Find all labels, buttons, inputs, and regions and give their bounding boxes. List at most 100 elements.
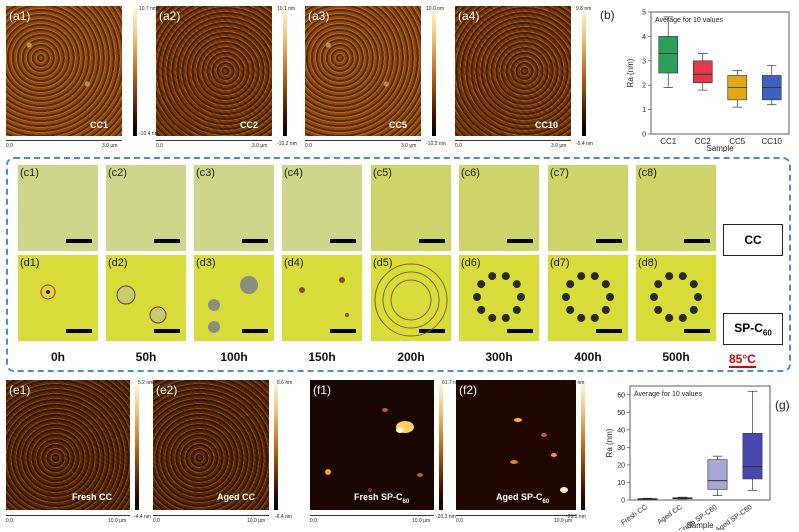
panel-label: (e2) [156, 383, 178, 397]
panel-label: (a4) [458, 9, 480, 23]
y-tick-label: 0 [621, 498, 625, 505]
defect [374, 263, 448, 337]
plot-frame [629, 385, 771, 501]
time-label: 200h [397, 350, 425, 364]
optical-image-c6: (c6) [459, 165, 539, 251]
panel-label: (f1) [313, 383, 331, 397]
panel-label-b: (b) [600, 8, 615, 22]
chart-title: Average for 10 values [655, 17, 723, 24]
defect [477, 280, 486, 289]
panel-label: (f2) [459, 383, 477, 397]
scale-bar [330, 239, 356, 243]
x-tick-label: Fresh CC [620, 504, 649, 527]
defect [512, 280, 521, 289]
optical-image-d6: (d6) [459, 255, 539, 341]
y-axis-label: Ra (nm) [605, 428, 614, 457]
x-axis [6, 140, 122, 141]
scale-bar [242, 239, 268, 243]
cc-tag: CC [723, 224, 783, 256]
scale-bar [507, 239, 533, 243]
optical-label-c: (c6) [461, 167, 480, 179]
optical-label-d: (d4) [284, 257, 304, 269]
chart-b: (b) Average for 10 values 0 1 2 3 4 5 CC1 CC2 CC5… [598, 4, 793, 152]
x-axis-label: Sample [706, 144, 734, 152]
y-tick-label: 20 [617, 462, 625, 469]
x-axis [153, 515, 269, 516]
panel-label: (a2) [159, 9, 181, 23]
x-tick-end: 3.0 μm [102, 143, 118, 149]
sample-label: CC2 [240, 120, 259, 130]
time-label: 300h [485, 350, 513, 364]
afm-image-cc10 [455, 6, 571, 136]
scale-bar [242, 329, 268, 333]
afm-image-cc1 [6, 6, 122, 136]
box-3 [742, 433, 763, 480]
afm-image-cc5 [305, 6, 421, 136]
x-tick-start: 0.0 [305, 143, 312, 149]
optical-label-d: (d3) [196, 257, 216, 269]
optical-image-c5: (c5) [371, 165, 451, 251]
optical-image-c7: (c7) [548, 165, 628, 251]
defect [678, 272, 687, 281]
sample-label-main: Aged SP-C [496, 492, 543, 502]
panel-label: (e1) [9, 383, 31, 397]
scale-bar [154, 239, 180, 243]
afm-panel-a2: (a2) CC2 10.1 nm -10.2 nm 0.0 3.0 μm [156, 6, 297, 150]
chart-g-svg: Average for 10 values 0 10 20 30 40 50 60 Fresh … [605, 385, 771, 530]
optical-image-d7: (d7) [548, 255, 628, 341]
x-axis [6, 515, 130, 516]
colorbar [133, 6, 137, 136]
x-tick-label: CC10 [762, 137, 783, 146]
optical-image-d1: (d1) [18, 255, 98, 341]
y-tick-label: 40 [617, 427, 625, 434]
time-label: 0h [50, 350, 65, 364]
chart-b-svg: Average for 10 values 0 1 2 3 4 5 CC1 CC2 CC5 CC10… [626, 10, 790, 152]
defect-features [40, 284, 56, 300]
defect [577, 313, 586, 322]
colorbar-max: 8.6 nm [277, 380, 293, 386]
colorbar-max: 10.1 nm [277, 6, 296, 12]
x-tick-end: 10.0 μm [108, 518, 127, 524]
sample-label: Aged CC [217, 492, 255, 502]
optical-label-c: (c4) [284, 167, 303, 179]
colorbar-max: 5.2 nm [138, 380, 154, 386]
y-tick-label: 1 [642, 107, 646, 114]
afm-feature [325, 469, 331, 475]
y-tick-label: 5 [642, 10, 646, 17]
temperature-label: 85°C [729, 352, 756, 368]
x-tick-label: Aged SP-C60 [715, 504, 754, 530]
afm-panel-f2: (f2) Aged SP-C60 112.8 nm -28.3 nm 0.0 1… [456, 380, 598, 530]
afm-feature [368, 488, 372, 492]
box-0 [658, 36, 679, 74]
scale-bar [419, 329, 445, 333]
defect [512, 305, 521, 314]
optical-label-d: (d5) [373, 257, 393, 269]
optical-image-c8: (c8) [636, 165, 716, 251]
defect [577, 272, 586, 281]
y-tick-label: 0 [642, 132, 646, 139]
x-axis [455, 140, 571, 141]
defect [240, 276, 258, 294]
scale-bar [507, 329, 533, 333]
defect-features [650, 272, 702, 322]
defect [299, 287, 305, 293]
scale-bar [66, 239, 92, 243]
colorbar-min: -10.2 nm [277, 141, 297, 147]
x-axis [156, 140, 272, 141]
afm-image-fresh-spc60 [310, 380, 434, 510]
defect [654, 305, 663, 314]
x-tick-label: CC1 [660, 137, 677, 146]
y-tick-label: 4 [642, 34, 646, 41]
sample-label: Fresh SP-C60 [354, 492, 409, 505]
colorbar-min: -4.4 nm [134, 514, 151, 520]
defect [566, 280, 575, 289]
sample-label: CC5 [389, 120, 408, 130]
colorbar-min: -28.3 nm [566, 514, 586, 520]
afm-panel-f1: (f1) Fresh SP-C60 61.7 nm -20.3 nm 0.0 1… [310, 380, 460, 530]
defect [665, 272, 674, 281]
afm-panel-e1: (e1) Fresh CC 5.2 nm -4.4 nm 0.0 10.0 μm [6, 380, 153, 530]
defect-features [208, 276, 258, 333]
afm-panel-a4: (a4) CC10 9.8 nm -5.4 nm 0.0 3.0 μm [455, 6, 593, 150]
defect [650, 293, 658, 301]
x-axis [456, 515, 576, 516]
